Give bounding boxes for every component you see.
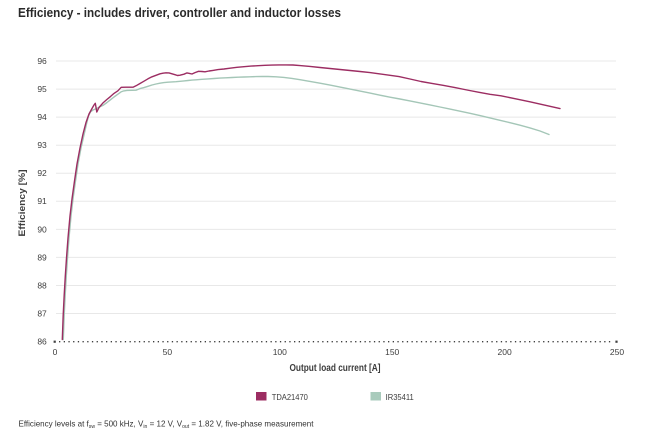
svg-text:200: 200 bbox=[498, 347, 512, 357]
svg-text:93: 93 bbox=[37, 140, 47, 150]
svg-text:0: 0 bbox=[53, 347, 58, 357]
svg-text:88: 88 bbox=[37, 280, 47, 290]
svg-text:91: 91 bbox=[37, 196, 47, 206]
svg-text:89: 89 bbox=[37, 252, 47, 262]
svg-text:IR35411: IR35411 bbox=[386, 392, 414, 402]
svg-text:Output load current [A]: Output load current [A] bbox=[290, 363, 381, 374]
svg-text:92: 92 bbox=[37, 168, 47, 178]
svg-text:86: 86 bbox=[37, 337, 47, 347]
svg-text:90: 90 bbox=[37, 224, 47, 234]
svg-text:Efficiency - includes driver,: Efficiency - includes driver, controller… bbox=[18, 5, 341, 20]
svg-text:TDA21470: TDA21470 bbox=[272, 392, 308, 402]
svg-text:50: 50 bbox=[163, 347, 173, 357]
svg-text:250: 250 bbox=[610, 347, 624, 357]
svg-text:96: 96 bbox=[37, 56, 47, 66]
svg-text:87: 87 bbox=[37, 308, 47, 318]
svg-text:94: 94 bbox=[37, 112, 47, 122]
svg-text:95: 95 bbox=[37, 84, 47, 94]
svg-text:Efficiency levels at fsw = 500: Efficiency levels at fsw = 500 kHz, Vin … bbox=[19, 419, 315, 430]
svg-text:100: 100 bbox=[273, 347, 287, 357]
svg-text:150: 150 bbox=[385, 347, 399, 357]
svg-text:Efficiency [%]: Efficiency [%] bbox=[17, 170, 28, 237]
